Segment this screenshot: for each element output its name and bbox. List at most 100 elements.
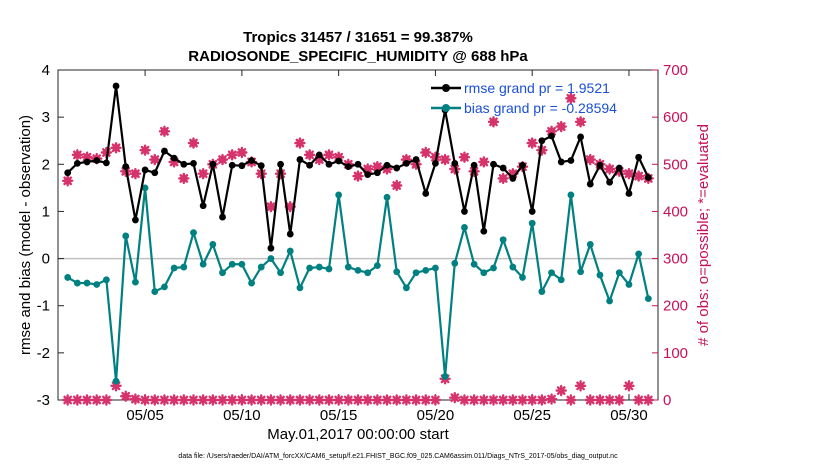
obs-evaluated-point xyxy=(487,116,500,128)
y-tick-label: 0 xyxy=(42,251,50,268)
bias-point xyxy=(490,264,497,272)
obs-rejected-point xyxy=(332,394,345,406)
obs-rejected-point xyxy=(632,394,645,406)
rmse-point xyxy=(548,132,555,140)
rmse-point xyxy=(393,164,401,172)
rmse-point xyxy=(432,159,439,167)
obs-rejected-point xyxy=(429,394,442,406)
rmse-point xyxy=(102,159,110,167)
rmse-point xyxy=(528,208,536,215)
obs-evaluated-point xyxy=(420,146,432,159)
obs-rejected-point xyxy=(623,380,635,392)
rmse-point xyxy=(83,158,91,166)
rmse-point xyxy=(122,163,130,171)
obs-rejected-point xyxy=(100,394,113,406)
rmse-point xyxy=(209,160,217,168)
legend-rmse-label: rmse grand pr = 1.9521 xyxy=(464,80,610,96)
obs-rejected-point xyxy=(458,394,471,406)
bias-point xyxy=(635,250,643,258)
bias-point xyxy=(596,271,604,279)
obs-rejected-point xyxy=(507,394,519,406)
obs-rejected-point xyxy=(642,394,655,406)
obs-evaluated-point xyxy=(158,125,171,137)
y-right-tick-label: 300 xyxy=(663,251,688,268)
obs-evaluated-point xyxy=(632,170,645,182)
rmse-point xyxy=(248,157,255,164)
obs-rejected-point xyxy=(139,394,151,406)
obs-rejected-point xyxy=(400,394,413,406)
x-tick-label: 05/10 xyxy=(223,407,261,424)
obs-evaluated-point xyxy=(178,172,190,185)
rmse-point xyxy=(402,159,410,167)
bias-point xyxy=(548,269,555,277)
x-axis-label: May.01,2017 00:00:00 start xyxy=(267,426,449,443)
bias-point xyxy=(577,268,584,276)
obs-evaluated-point xyxy=(294,137,306,149)
obs-rejected-point xyxy=(313,394,325,406)
obs-rejected-point xyxy=(584,394,596,406)
rmse-point xyxy=(470,161,478,169)
rmse-point xyxy=(132,216,139,224)
obs-rejected-point xyxy=(245,394,258,406)
obs-evaluated-point xyxy=(371,160,384,173)
y-right-tick-label: 0 xyxy=(663,392,671,409)
rmse-point xyxy=(354,160,362,168)
bias-point xyxy=(344,263,352,271)
y-right-tick-label: 700 xyxy=(663,62,688,79)
bias-point xyxy=(325,265,333,273)
bias-line xyxy=(67,186,650,383)
obs-rejected-point xyxy=(449,391,461,404)
obs-evaluated-point xyxy=(574,116,587,128)
bias-point xyxy=(306,264,314,272)
obs-rejected-point xyxy=(187,394,200,406)
bias-point xyxy=(286,247,294,255)
obs-evaluated-point xyxy=(149,153,161,166)
bias-point xyxy=(296,284,304,292)
y-right-tick-label: 200 xyxy=(663,298,688,315)
rmse-point xyxy=(151,169,159,177)
x-tick-label: 05/15 xyxy=(320,407,358,424)
bias-point xyxy=(422,266,430,274)
y-right-tick-label: 600 xyxy=(663,109,688,126)
rmse-point xyxy=(422,190,430,197)
obs-evaluated-point xyxy=(603,163,616,175)
bias-point xyxy=(441,373,449,380)
obs-rejected-point xyxy=(410,394,422,406)
obs-evaluated-point xyxy=(497,172,509,185)
chart-title: Tropics 31457 / 31651 = 99.387% xyxy=(243,29,473,46)
bias-point xyxy=(141,184,149,192)
obs-evaluated-point xyxy=(197,168,209,180)
bias-point xyxy=(480,269,488,277)
rmse-point xyxy=(451,159,459,167)
obs-rejected-point xyxy=(158,394,171,406)
bias-point xyxy=(402,284,410,292)
obs-rejected-point xyxy=(61,394,74,406)
rmse-point xyxy=(141,166,149,174)
y-tick-label: 2 xyxy=(42,156,50,173)
bias-point xyxy=(132,278,139,286)
bias-point xyxy=(557,276,565,284)
footer-data-file: data file: /Users/raeder/DAI/ATM_forcXX/… xyxy=(178,453,618,460)
bias-point xyxy=(373,262,381,270)
x-tick-label: 05/05 xyxy=(126,407,164,424)
rmse-point xyxy=(461,208,468,215)
rmse-point xyxy=(315,151,323,159)
y-tick-label: -2 xyxy=(37,345,50,362)
bias-point xyxy=(73,279,81,287)
obs-rejected-point xyxy=(574,380,587,392)
rmse-point xyxy=(161,147,168,155)
rmse-point xyxy=(296,156,304,163)
obs-evaluated-point xyxy=(565,92,577,104)
rmse-point xyxy=(606,178,614,186)
rmse-point xyxy=(557,158,565,166)
obs-rejected-point xyxy=(516,394,529,406)
obs-evaluated-point xyxy=(323,149,335,161)
bias-point xyxy=(315,263,323,271)
obs-evaluated-point xyxy=(584,153,596,166)
obs-evaluated-point xyxy=(139,144,151,156)
bias-point xyxy=(383,193,391,201)
bias-point xyxy=(335,191,343,199)
obs-rejected-point xyxy=(420,394,432,406)
bias-point xyxy=(199,260,207,268)
bias-point xyxy=(122,232,130,240)
